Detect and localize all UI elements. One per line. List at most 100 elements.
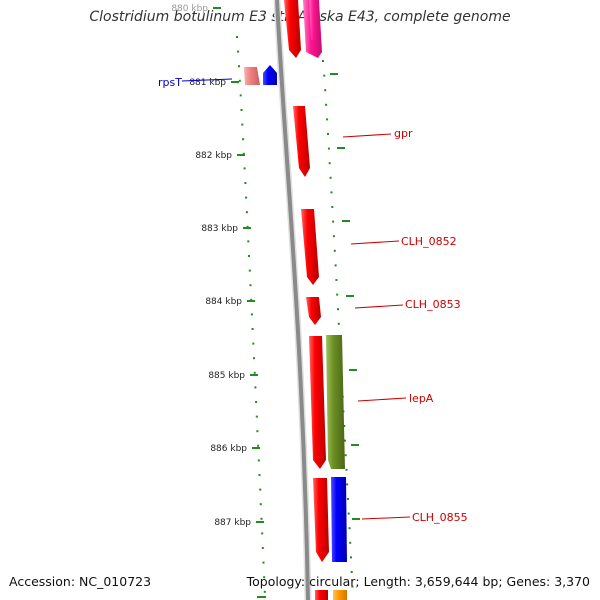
minor-tick-outer	[329, 176, 332, 179]
minor-tick-inner	[259, 488, 262, 491]
tick-label: 885 kbp	[208, 371, 245, 381]
minor-tick-inner	[243, 167, 246, 170]
minor-tick-inner	[249, 284, 252, 287]
minor-tick-inner	[261, 532, 264, 535]
gene-arrow[interactable]	[315, 590, 328, 600]
tick-label: 886 kbp	[210, 444, 247, 454]
gene-arrow[interactable]	[333, 590, 347, 600]
gene-label-CLH_0853[interactable]: CLH_0853	[405, 298, 461, 311]
minor-tick-inner	[259, 503, 262, 506]
minor-tick-inner	[250, 313, 253, 316]
minor-tick-inner	[260, 517, 263, 520]
minor-tick-outer	[344, 454, 347, 457]
rpsT-leader-line	[181, 78, 233, 82]
minor-tick-outer	[336, 293, 339, 296]
minor-tick-inner	[245, 211, 248, 214]
gene-label-rpsT[interactable]: rpsT	[158, 76, 182, 89]
minor-tick-inner	[258, 474, 261, 476]
minor-tick-outer	[337, 308, 339, 311]
minor-tick-inner	[247, 240, 250, 243]
minor-tick-outer	[337, 322, 340, 325]
gene-arrow[interactable]	[309, 0, 320, 40]
gene-rpsT-arrow[interactable]	[244, 67, 260, 85]
gene-CLH_0853-arrow[interactable]	[306, 297, 321, 325]
minor-tick-outer	[348, 527, 351, 530]
minor-tick-outer	[330, 191, 333, 194]
minor-tick-inner	[253, 371, 256, 374]
gpr-leader-line	[342, 133, 392, 138]
minor-tick-inner	[240, 109, 243, 111]
minor-tick-inner	[239, 94, 242, 97]
tick-label: 883 kbp	[201, 224, 238, 234]
minor-tick-outer	[322, 60, 324, 62]
minor-tick-inner	[255, 415, 258, 418]
minor-tick-outer	[334, 264, 337, 267]
minor-tick-inner	[252, 342, 255, 345]
tick-label: 881 kbp	[189, 78, 226, 88]
gene-arrow[interactable]	[309, 336, 326, 469]
minor-tick-inner	[251, 328, 254, 330]
minor-tick-inner	[257, 444, 260, 447]
minor-tick-inner	[242, 152, 245, 155]
minor-tick-inner	[248, 255, 250, 257]
genome-summary-text: Topology: circular; Length: 3,659,644 bp…	[246, 574, 590, 589]
tick-label: 884 kbp	[205, 297, 242, 307]
CLH_0852-leader-line	[350, 240, 400, 245]
gene-labels: rpsT gpr CLH_0852 CLH_0853 lepA CLH_0855	[158, 76, 468, 524]
accession-text: Accession: NC_010723	[9, 574, 152, 589]
gene-label-gpr[interactable]: gpr	[394, 127, 413, 140]
minor-tick-outer	[327, 147, 330, 150]
minor-tick-outer	[350, 571, 353, 573]
gene-CLH_0852-arrow[interactable]	[301, 209, 319, 285]
minor-tick-inner	[246, 225, 249, 228]
minor-tick-outer	[323, 74, 326, 77]
gene-arrow[interactable]	[284, 0, 301, 58]
minor-tick-inner	[250, 298, 253, 301]
minor-tick-outer	[332, 220, 335, 223]
genome-backbone-core	[275, 0, 310, 600]
tick-label: 880 kbp	[171, 4, 208, 14]
minor-tick-inner	[238, 79, 241, 82]
tick-label: 882 kbp	[195, 151, 232, 161]
minor-tick-inner	[238, 65, 240, 68]
minor-tick-inner	[255, 401, 258, 403]
minor-tick-inner	[263, 576, 266, 579]
minor-tick-outer	[346, 483, 349, 486]
minor-tick-inner	[261, 547, 264, 549]
minor-tick-outer	[344, 439, 346, 442]
minor-tick-inner	[245, 196, 248, 199]
tick-layer: 880 kbp 881 kbp 882 kbp 883 kbp 884 kbp 885 k…	[171, 4, 360, 598]
minor-tick-inner	[263, 590, 266, 593]
minor-tick-inner	[244, 182, 247, 184]
gene-lepA-arrow[interactable]	[326, 335, 345, 469]
minor-tick-outer	[335, 279, 338, 281]
minor-tick-inner	[253, 357, 255, 360]
minor-tick-inner	[254, 386, 257, 389]
minor-tick-outer	[351, 585, 354, 588]
genome-title: Clostridium botulinum E3 str. Alaska E43…	[89, 9, 511, 25]
minor-tick-outer	[328, 162, 331, 165]
minor-tick-outer	[343, 425, 346, 427]
gene-CLH_0855-arrow[interactable]	[331, 477, 347, 562]
minor-tick-outer	[345, 468, 348, 471]
gene-label-CLH_0855[interactable]: CLH_0855	[412, 511, 468, 524]
minor-tick-inner	[256, 430, 259, 433]
gene-arrow[interactable]	[263, 65, 277, 85]
gene-label-CLH_0852[interactable]: CLH_0852	[401, 235, 457, 248]
CLH_0853-leader-line	[354, 304, 404, 309]
minor-tick-outer	[347, 498, 349, 500]
gene-label-lepA[interactable]: lepA	[409, 392, 434, 405]
gene-arrow[interactable]	[313, 478, 329, 562]
gene-features	[244, 0, 347, 600]
minor-tick-outer	[327, 133, 329, 135]
minor-tick-outer	[332, 235, 335, 238]
minor-tick-outer	[324, 89, 327, 92]
minor-tick-inner	[241, 123, 244, 126]
minor-tick-outer	[347, 512, 350, 515]
minor-tick-outer	[333, 249, 336, 252]
minor-tick-inner	[242, 138, 245, 141]
gene-gpr-arrow[interactable]	[293, 106, 310, 177]
lepA-leader-line	[357, 397, 407, 402]
